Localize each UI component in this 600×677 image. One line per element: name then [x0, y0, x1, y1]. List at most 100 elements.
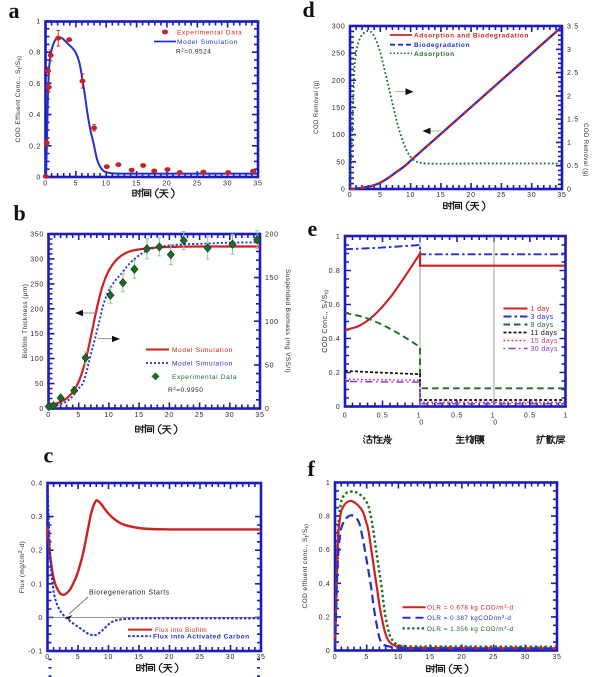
- svg-text:350: 350: [30, 232, 44, 239]
- svg-text:250: 250: [332, 51, 346, 58]
- svg-text:10: 10: [102, 181, 111, 188]
- svg-text:15: 15: [132, 181, 141, 188]
- svg-text:Adsorption: Adsorption: [414, 51, 455, 58]
- svg-text:50: 50: [35, 381, 44, 388]
- svg-text:3.5: 3.5: [567, 24, 579, 31]
- svg-text:30: 30: [226, 654, 235, 661]
- svg-text:200: 200: [265, 232, 279, 239]
- svg-text:0: 0: [493, 420, 498, 427]
- svg-text:0: 0: [343, 413, 348, 420]
- svg-text:0: 0: [265, 406, 270, 413]
- svg-text:Flux (mg/cm2-d): Flux (mg/cm2-d): [18, 541, 26, 594]
- svg-text:20: 20: [467, 192, 476, 199]
- svg-text:0: 0: [341, 187, 346, 194]
- svg-text:0: 0: [333, 654, 338, 661]
- svg-text:10: 10: [104, 412, 113, 419]
- svg-text:0.5: 0.5: [567, 163, 579, 170]
- svg-text:0: 0: [36, 175, 41, 182]
- svg-text:35: 35: [253, 181, 262, 188]
- svg-text:30 days: 30 days: [531, 346, 558, 353]
- svg-text:0.3: 0.3: [31, 514, 43, 521]
- svg-text:25: 25: [195, 654, 204, 661]
- svg-text:30: 30: [225, 412, 234, 419]
- svg-text:Experimental Data: Experimental Data: [172, 374, 237, 381]
- svg-text:150: 150: [265, 275, 279, 282]
- svg-text:1: 1: [36, 19, 41, 26]
- svg-text:15: 15: [436, 192, 445, 199]
- svg-text:0.8: 0.8: [29, 50, 41, 57]
- svg-text:35: 35: [557, 192, 566, 199]
- svg-text:150: 150: [332, 105, 346, 112]
- svg-text:20: 20: [165, 654, 174, 661]
- svg-text:0.5: 0.5: [377, 413, 389, 420]
- svg-text:50: 50: [265, 362, 274, 369]
- svg-text:35: 35: [255, 412, 264, 419]
- svg-text:10: 10: [394, 654, 403, 661]
- svg-text:COD effluent conc., St/St0: COD effluent conc., St/St0: [302, 524, 311, 609]
- svg-text:OLR = 0.387 kgCOD/m3-d: OLR = 0.387 kgCOD/m3-d: [427, 614, 511, 622]
- svg-text:0.2: 0.2: [29, 143, 41, 150]
- svg-text:Model Simulation: Model Simulation: [177, 39, 238, 46]
- svg-text:c: c: [44, 443, 54, 468]
- svg-text:0: 0: [326, 648, 331, 655]
- svg-text:R2=0.9950: R2=0.9950: [168, 386, 203, 394]
- svg-text:Flux into Activated Carbon: Flux into Activated Carbon: [153, 634, 250, 641]
- svg-text:25: 25: [193, 181, 202, 188]
- svg-text:1: 1: [417, 413, 422, 420]
- svg-text:50: 50: [336, 159, 345, 166]
- svg-text:15: 15: [135, 412, 144, 419]
- svg-text:2.5: 2.5: [567, 70, 579, 77]
- svg-text:2: 2: [567, 93, 572, 100]
- svg-text:0.6: 0.6: [319, 547, 331, 554]
- svg-text:35: 35: [552, 654, 561, 661]
- svg-text:Adsorption and Biodegradation: Adsorption and Biodegradation: [414, 33, 529, 40]
- svg-text:1: 1: [563, 413, 568, 420]
- svg-text:b: b: [14, 201, 26, 226]
- svg-text:COD Conc., Sf/Sf0: COD Conc., Sf/Sf0: [322, 289, 331, 352]
- svg-text:0.8: 0.8: [329, 268, 341, 275]
- svg-text:10: 10: [406, 192, 415, 199]
- svg-text:8 days: 8 days: [531, 322, 554, 329]
- svg-text:1.5: 1.5: [567, 117, 579, 124]
- svg-text:0.2: 0.2: [329, 370, 341, 377]
- svg-text:COD Removal (g): COD Removal (g): [582, 123, 588, 177]
- svg-text:0.5: 0.5: [524, 413, 536, 420]
- svg-text:0: 0: [336, 404, 341, 411]
- svg-text:5: 5: [378, 192, 383, 199]
- svg-text:11 days: 11 days: [531, 330, 558, 337]
- svg-text:20: 20: [457, 654, 466, 661]
- svg-text:0.6: 0.6: [329, 302, 341, 309]
- svg-text:Suspended Biomass (mg VSS/l): Suspended Biomass (mg VSS/l): [284, 269, 291, 373]
- svg-text:0: 0: [45, 654, 50, 661]
- svg-text:0.4: 0.4: [29, 112, 41, 119]
- svg-text:0.5: 0.5: [451, 413, 463, 420]
- svg-text:35: 35: [256, 654, 265, 661]
- svg-text:Bioregeneration Starts: Bioregeneration Starts: [89, 590, 170, 597]
- svg-text:d: d: [303, 0, 315, 22]
- svg-text:1: 1: [567, 140, 572, 147]
- svg-text:250: 250: [30, 281, 44, 288]
- svg-text:0: 0: [43, 181, 48, 188]
- svg-text:0.4: 0.4: [319, 581, 331, 588]
- svg-text:3 days: 3 days: [531, 314, 554, 321]
- svg-text:150: 150: [30, 331, 44, 338]
- svg-text:0: 0: [348, 192, 353, 199]
- svg-text:0.8: 0.8: [319, 514, 331, 521]
- svg-text:25: 25: [489, 654, 498, 661]
- svg-text:0: 0: [39, 406, 44, 413]
- svg-text:Flux into Biofilm: Flux into Biofilm: [155, 627, 207, 634]
- svg-text:25: 25: [195, 412, 204, 419]
- svg-text:3: 3: [567, 47, 572, 54]
- svg-text:1: 1: [326, 480, 331, 487]
- svg-text:200: 200: [332, 78, 346, 85]
- svg-text:20: 20: [162, 181, 171, 188]
- svg-text:30: 30: [527, 192, 536, 199]
- svg-text:5: 5: [74, 181, 79, 188]
- svg-text:0.4: 0.4: [329, 336, 341, 343]
- svg-text:15: 15: [134, 654, 143, 661]
- svg-text:10: 10: [104, 654, 113, 661]
- svg-text:0: 0: [46, 412, 51, 419]
- svg-text:15 days: 15 days: [531, 338, 558, 345]
- svg-text:100: 100: [332, 132, 346, 139]
- svg-text:0.1: 0.1: [31, 581, 43, 588]
